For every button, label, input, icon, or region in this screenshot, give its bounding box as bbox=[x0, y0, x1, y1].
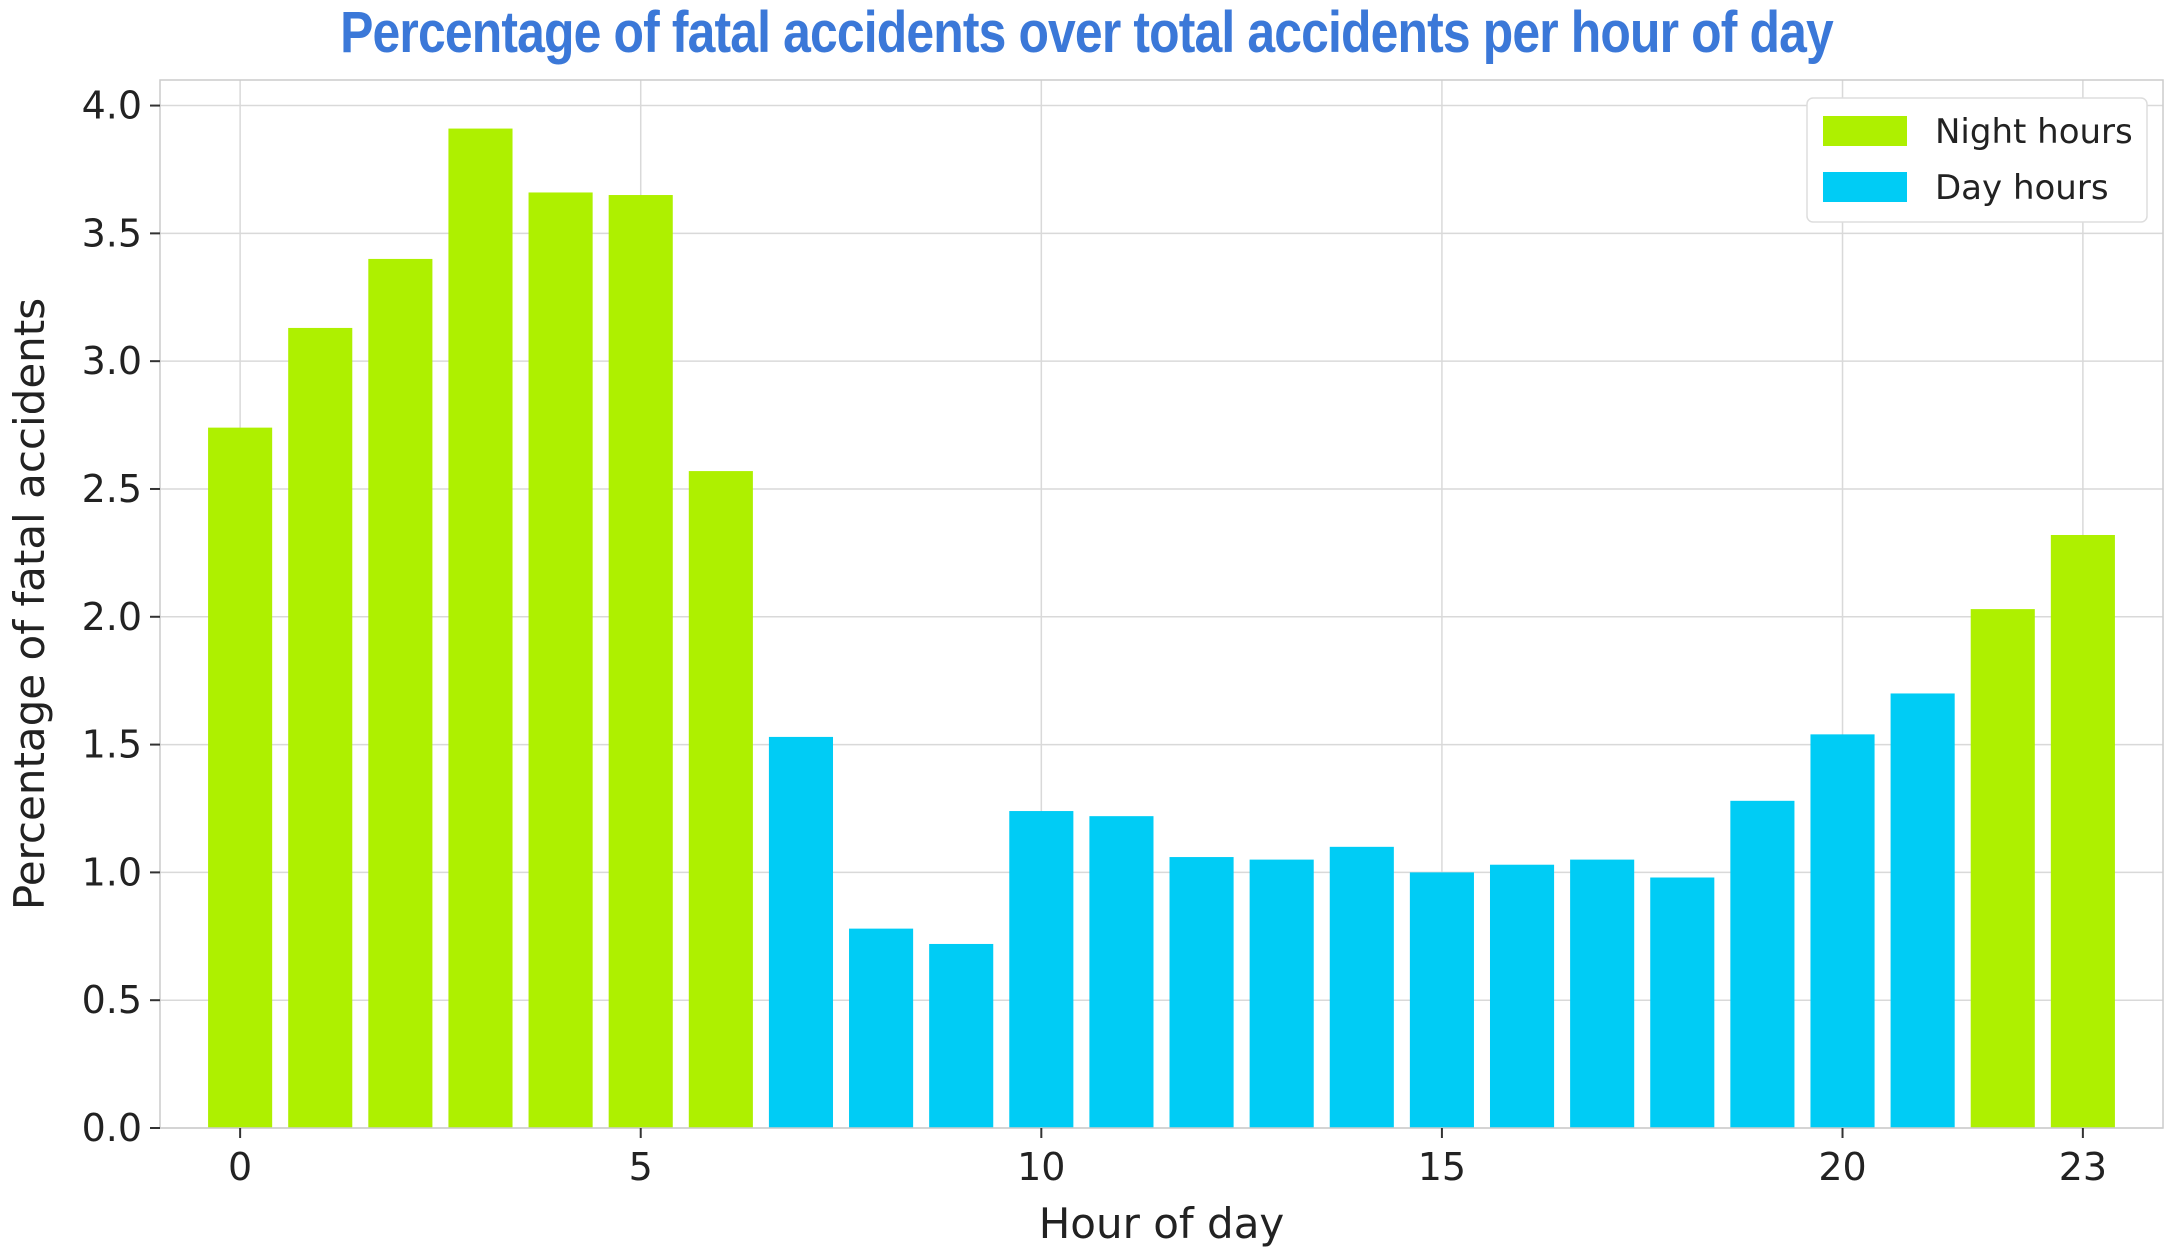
legend-swatch-day bbox=[1823, 172, 1907, 202]
x-tick-label: 10 bbox=[1017, 1145, 1065, 1189]
legend-label-day: Day hours bbox=[1935, 168, 2109, 208]
bar-hour-0 bbox=[208, 427, 273, 1128]
bar-hour-17 bbox=[1570, 859, 1635, 1128]
bar-hour-16 bbox=[1489, 864, 1555, 1128]
bar-hour-6 bbox=[688, 471, 753, 1129]
y-tick-label: 0.0 bbox=[82, 1106, 142, 1150]
bar-hour-23 bbox=[2050, 534, 2115, 1128]
x-axis-label: Hour of day bbox=[1039, 1199, 1285, 1248]
bars bbox=[208, 128, 2115, 1129]
axis-ticks: 0.0 0.5 1.0 1.5 2.0 2.5 3.0 3.5 4.0 0 5 10 15 20 23 bbox=[82, 84, 2107, 1189]
bar-hour-18 bbox=[1650, 877, 1715, 1128]
legend: Night hours Day hours bbox=[1806, 97, 2148, 223]
y-tick-label: 4.0 bbox=[82, 84, 142, 128]
y-tick-label: 1.0 bbox=[82, 850, 142, 894]
bar-hour-14 bbox=[1329, 846, 1394, 1128]
y-tick-label: 2.5 bbox=[82, 467, 142, 511]
bar-hour-8 bbox=[849, 928, 914, 1128]
legend-label-night: Night hours bbox=[1935, 112, 2133, 152]
y-tick-label: 2.0 bbox=[82, 595, 142, 639]
bar-hour-19 bbox=[1730, 800, 1795, 1128]
x-tick-label: 0 bbox=[228, 1145, 252, 1189]
bar-hour-9 bbox=[929, 943, 994, 1128]
bar-hour-11 bbox=[1089, 816, 1154, 1128]
legend-swatch-night bbox=[1823, 116, 1907, 146]
bar-hour-21 bbox=[1890, 693, 1955, 1128]
bar-hour-7 bbox=[768, 736, 834, 1128]
bar-hour-13 bbox=[1249, 859, 1314, 1128]
y-tick-label: 3.5 bbox=[82, 211, 142, 255]
y-tick-label: 0.5 bbox=[82, 978, 142, 1022]
bar-hour-5 bbox=[608, 195, 673, 1128]
x-tick-label: 23 bbox=[2059, 1145, 2107, 1189]
bar-hour-4 bbox=[528, 192, 593, 1129]
x-tick-label: 5 bbox=[629, 1145, 653, 1189]
chart-title: Percentage of fatal accidents over total… bbox=[340, 0, 1834, 65]
y-tick-label: 1.5 bbox=[82, 723, 142, 767]
bar-hour-1 bbox=[288, 327, 353, 1128]
x-tick-label: 15 bbox=[1418, 1145, 1466, 1189]
bar-hour-15 bbox=[1409, 872, 1474, 1128]
bar-hour-12 bbox=[1169, 857, 1234, 1128]
y-axis-label: Percentage of fatal accidents bbox=[5, 298, 54, 910]
plot-frame bbox=[159, 79, 2164, 1129]
x-tick-label: 20 bbox=[1818, 1145, 1866, 1189]
bar-hour-3 bbox=[448, 128, 513, 1128]
bar-hour-22 bbox=[1970, 609, 2035, 1128]
bar-hour-10 bbox=[1009, 811, 1074, 1128]
bar-hour-2 bbox=[368, 258, 433, 1128]
bar-hour-20 bbox=[1810, 734, 1875, 1128]
y-tick-label: 3.0 bbox=[82, 339, 142, 383]
